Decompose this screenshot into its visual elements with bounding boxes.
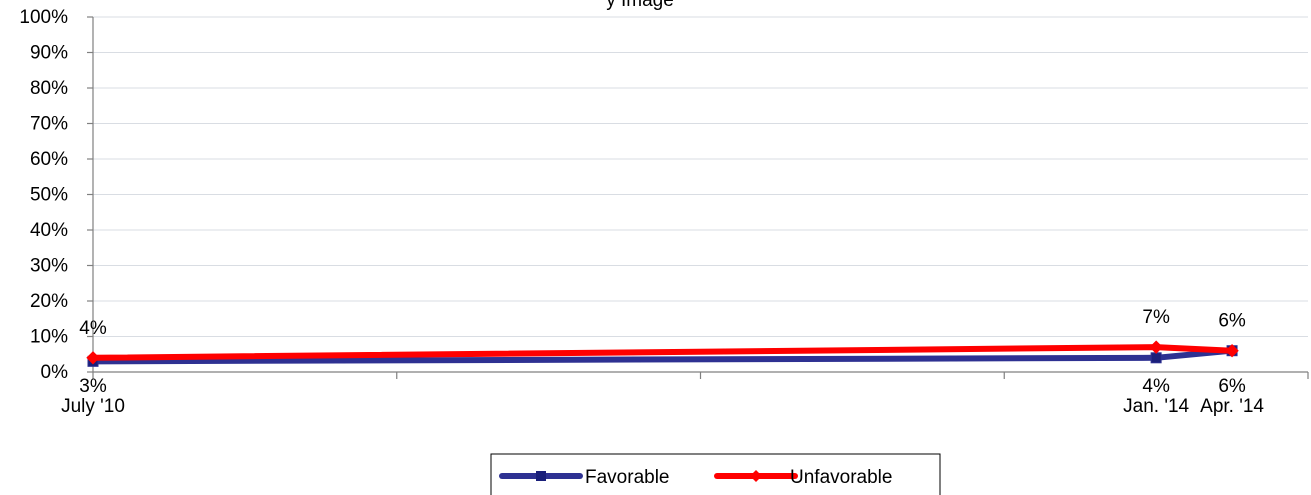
data-point	[1149, 340, 1163, 354]
chart-title: y Image	[606, 0, 674, 11]
x-tick-label: Jan. '14	[1123, 396, 1189, 417]
y-tick-label: 100%	[19, 7, 68, 28]
legend-label: Unfavorable	[790, 467, 892, 488]
data-label: 6%	[1218, 376, 1246, 397]
data-label: 3%	[79, 376, 107, 397]
y-tick-label: 10%	[30, 327, 68, 348]
data-label: 6%	[1218, 311, 1246, 332]
data-point	[86, 351, 100, 365]
data-labels: 3% 4% 6% 4% 7% 6%	[79, 307, 1246, 397]
data-point	[1225, 343, 1239, 358]
y-tick-label: 0%	[41, 362, 69, 383]
x-tick-label: July '10	[61, 396, 125, 417]
y-tick-label: 90%	[30, 43, 68, 64]
data-label: 4%	[1142, 376, 1170, 397]
y-tick-label: 40%	[30, 220, 68, 241]
legend-label: Favorable	[585, 467, 670, 488]
data-label: 4%	[79, 318, 107, 339]
gridlines	[93, 16, 1308, 337]
x-tick-label: Apr. '14	[1200, 396, 1264, 417]
axes: 0% 10% 20% 30% 40% 50% 60% 70% 80% 90% 100% July '1…	[19, 7, 1309, 417]
legend: Favorable Unfavorable	[490, 453, 941, 495]
y-tick-label: 80%	[30, 78, 68, 99]
y-tick-label: 20%	[30, 291, 68, 312]
legend-marker	[536, 471, 546, 481]
legend-marker	[750, 470, 762, 482]
y-tick-label: 70%	[30, 114, 68, 135]
data-point	[1150, 352, 1162, 364]
y-tick-label: 30%	[30, 256, 68, 277]
y-tick-label: 60%	[30, 149, 68, 170]
data-label: 7%	[1142, 307, 1170, 328]
y-tick-label: 50%	[30, 185, 68, 206]
series-layer	[86, 340, 1239, 367]
